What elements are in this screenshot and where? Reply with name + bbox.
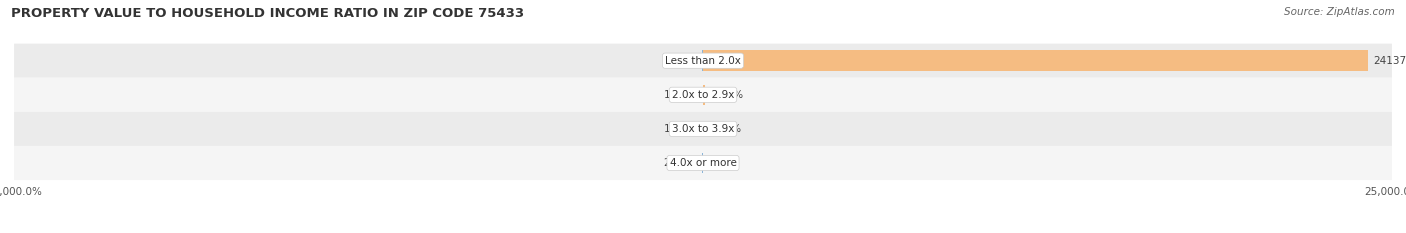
Text: 24137.7%: 24137.7%	[1374, 56, 1406, 66]
Text: Source: ZipAtlas.com: Source: ZipAtlas.com	[1284, 7, 1395, 17]
Text: 54.8%: 54.8%	[710, 90, 744, 100]
FancyBboxPatch shape	[14, 44, 1392, 78]
Text: 3.0x to 3.9x: 3.0x to 3.9x	[672, 124, 734, 134]
Text: Less than 2.0x: Less than 2.0x	[665, 56, 741, 66]
Text: 17.3%: 17.3%	[709, 124, 742, 134]
Text: 4.0x or more: 4.0x or more	[669, 158, 737, 168]
Text: 13.7%: 13.7%	[664, 90, 697, 100]
Text: PROPERTY VALUE TO HOUSEHOLD INCOME RATIO IN ZIP CODE 75433: PROPERTY VALUE TO HOUSEHOLD INCOME RATIO…	[11, 7, 524, 20]
Text: 29.3%: 29.3%	[664, 158, 697, 168]
FancyBboxPatch shape	[14, 146, 1392, 180]
Text: 44.6%: 44.6%	[664, 56, 696, 66]
Text: 9.8%: 9.8%	[709, 158, 735, 168]
Bar	[703, 85, 704, 105]
Bar	[703, 51, 1368, 71]
FancyBboxPatch shape	[14, 112, 1392, 146]
FancyBboxPatch shape	[14, 78, 1392, 112]
Text: 12.3%: 12.3%	[664, 124, 697, 134]
Text: 2.0x to 2.9x: 2.0x to 2.9x	[672, 90, 734, 100]
